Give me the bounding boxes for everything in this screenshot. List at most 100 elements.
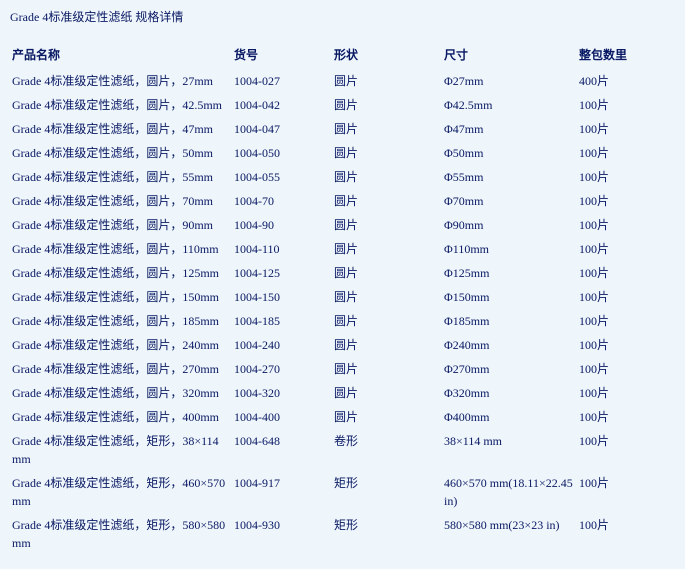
spec-table: 产品名称 货号 形状 尺寸 整包数里 Grade 4标准级定性滤纸，圆片，27m…: [10, 43, 675, 555]
cell-qty: 100片: [577, 117, 675, 141]
cell-shape: 卷形: [332, 429, 442, 471]
cell-shape: 圆片: [332, 381, 442, 405]
table-row: Grade 4标准级定性滤纸，圆片，320mm1004-320圆片Φ320mm1…: [10, 381, 675, 405]
cell-shape: 圆片: [332, 189, 442, 213]
cell-sku: 1004-400: [232, 405, 332, 429]
cell-size: Φ150mm: [442, 285, 577, 309]
table-row: Grade 4标准级定性滤纸，圆片，110mm1004-110圆片Φ110mm1…: [10, 237, 675, 261]
col-header-qty: 整包数里: [577, 43, 675, 69]
cell-shape: 圆片: [332, 141, 442, 165]
table-row: Grade 4标准级定性滤纸，圆片，50mm1004-050圆片Φ50mm100…: [10, 141, 675, 165]
cell-name: Grade 4标准级定性滤纸，圆片，42.5mm: [10, 93, 232, 117]
cell-sku: 1004-930: [232, 513, 332, 555]
cell-shape: 圆片: [332, 285, 442, 309]
cell-size: Φ185mm: [442, 309, 577, 333]
cell-size: Φ400mm: [442, 405, 577, 429]
cell-name: Grade 4标准级定性滤纸，圆片，125mm: [10, 261, 232, 285]
cell-name: Grade 4标准级定性滤纸，矩形，460×570 mm: [10, 471, 232, 513]
cell-shape: 圆片: [332, 357, 442, 381]
table-row: Grade 4标准级定性滤纸，矩形，38×114 mm1004-648卷形38×…: [10, 429, 675, 471]
cell-shape: 矩形: [332, 513, 442, 555]
cell-name: Grade 4标准级定性滤纸，圆片，90mm: [10, 213, 232, 237]
cell-shape: 圆片: [332, 165, 442, 189]
cell-size: 460×570 mm(18.11×22.45 in): [442, 471, 577, 513]
cell-name: Grade 4标准级定性滤纸，矩形，38×114 mm: [10, 429, 232, 471]
table-row: Grade 4标准级定性滤纸，圆片，70mm1004-70圆片Φ70mm100片: [10, 189, 675, 213]
cell-qty: 100片: [577, 333, 675, 357]
cell-qty: 100片: [577, 213, 675, 237]
table-row: Grade 4标准级定性滤纸，矩形，460×570 mm1004-917矩形46…: [10, 471, 675, 513]
cell-shape: 圆片: [332, 309, 442, 333]
cell-name: Grade 4标准级定性滤纸，圆片，70mm: [10, 189, 232, 213]
cell-size: Φ70mm: [442, 189, 577, 213]
table-row: Grade 4标准级定性滤纸，矩形，580×580 mm1004-930矩形58…: [10, 513, 675, 555]
cell-sku: 1004-050: [232, 141, 332, 165]
col-header-sku: 货号: [232, 43, 332, 69]
cell-shape: 圆片: [332, 333, 442, 357]
cell-name: Grade 4标准级定性滤纸，圆片，240mm: [10, 333, 232, 357]
cell-name: Grade 4标准级定性滤纸，圆片，320mm: [10, 381, 232, 405]
col-header-size: 尺寸: [442, 43, 577, 69]
table-row: Grade 4标准级定性滤纸，圆片，400mm1004-400圆片Φ400mm1…: [10, 405, 675, 429]
cell-sku: 1004-055: [232, 165, 332, 189]
page-title: Grade 4标准级定性滤纸 规格详情: [10, 8, 675, 25]
table-row: Grade 4标准级定性滤纸，圆片，185mm1004-185圆片Φ185mm1…: [10, 309, 675, 333]
cell-shape: 圆片: [332, 117, 442, 141]
table-row: Grade 4标准级定性滤纸，圆片，42.5mm1004-042圆片Φ42.5m…: [10, 93, 675, 117]
cell-sku: 1004-648: [232, 429, 332, 471]
cell-size: 38×114 mm: [442, 429, 577, 471]
cell-sku: 1004-047: [232, 117, 332, 141]
cell-size: Φ27mm: [442, 69, 577, 93]
cell-qty: 100片: [577, 261, 675, 285]
col-header-name: 产品名称: [10, 43, 232, 69]
cell-size: Φ90mm: [442, 213, 577, 237]
cell-sku: 1004-042: [232, 93, 332, 117]
cell-name: Grade 4标准级定性滤纸，圆片，27mm: [10, 69, 232, 93]
cell-size: Φ42.5mm: [442, 93, 577, 117]
table-row: Grade 4标准级定性滤纸，圆片，47mm1004-047圆片Φ47mm100…: [10, 117, 675, 141]
cell-size: Φ55mm: [442, 165, 577, 189]
table-body: Grade 4标准级定性滤纸，圆片，27mm1004-027圆片Φ27mm400…: [10, 69, 675, 555]
cell-size: 580×580 mm(23×23 in): [442, 513, 577, 555]
cell-qty: 100片: [577, 165, 675, 189]
cell-shape: 圆片: [332, 405, 442, 429]
cell-qty: 100片: [577, 285, 675, 309]
cell-size: Φ125mm: [442, 261, 577, 285]
cell-qty: 100片: [577, 309, 675, 333]
cell-name: Grade 4标准级定性滤纸，圆片，55mm: [10, 165, 232, 189]
cell-name: Grade 4标准级定性滤纸，圆片，50mm: [10, 141, 232, 165]
cell-name: Grade 4标准级定性滤纸，圆片，110mm: [10, 237, 232, 261]
cell-qty: 100片: [577, 513, 675, 555]
col-header-shape: 形状: [332, 43, 442, 69]
cell-name: Grade 4标准级定性滤纸，圆片，270mm: [10, 357, 232, 381]
table-row: Grade 4标准级定性滤纸，圆片，27mm1004-027圆片Φ27mm400…: [10, 69, 675, 93]
cell-sku: 1004-90: [232, 213, 332, 237]
cell-qty: 100片: [577, 381, 675, 405]
cell-qty: 100片: [577, 237, 675, 261]
cell-size: Φ50mm: [442, 141, 577, 165]
spec-page: Grade 4标准级定性滤纸 规格详情 产品名称 货号 形状 尺寸 整包数里 G…: [0, 0, 685, 569]
table-row: Grade 4标准级定性滤纸，圆片，270mm1004-270圆片Φ270mm1…: [10, 357, 675, 381]
cell-name: Grade 4标准级定性滤纸，圆片，150mm: [10, 285, 232, 309]
cell-sku: 1004-027: [232, 69, 332, 93]
cell-qty: 100片: [577, 429, 675, 471]
cell-sku: 1004-917: [232, 471, 332, 513]
cell-sku: 1004-240: [232, 333, 332, 357]
cell-shape: 圆片: [332, 69, 442, 93]
cell-sku: 1004-150: [232, 285, 332, 309]
cell-qty: 100片: [577, 357, 675, 381]
cell-shape: 矩形: [332, 471, 442, 513]
cell-shape: 圆片: [332, 261, 442, 285]
table-head: 产品名称 货号 形状 尺寸 整包数里: [10, 43, 675, 69]
cell-size: Φ110mm: [442, 237, 577, 261]
table-row: Grade 4标准级定性滤纸，圆片，150mm1004-150圆片Φ150mm1…: [10, 285, 675, 309]
cell-size: Φ47mm: [442, 117, 577, 141]
cell-shape: 圆片: [332, 213, 442, 237]
cell-shape: 圆片: [332, 237, 442, 261]
cell-sku: 1004-320: [232, 381, 332, 405]
cell-qty: 400片: [577, 69, 675, 93]
cell-qty: 100片: [577, 93, 675, 117]
cell-size: Φ240mm: [442, 333, 577, 357]
cell-name: Grade 4标准级定性滤纸，圆片，47mm: [10, 117, 232, 141]
cell-qty: 100片: [577, 405, 675, 429]
